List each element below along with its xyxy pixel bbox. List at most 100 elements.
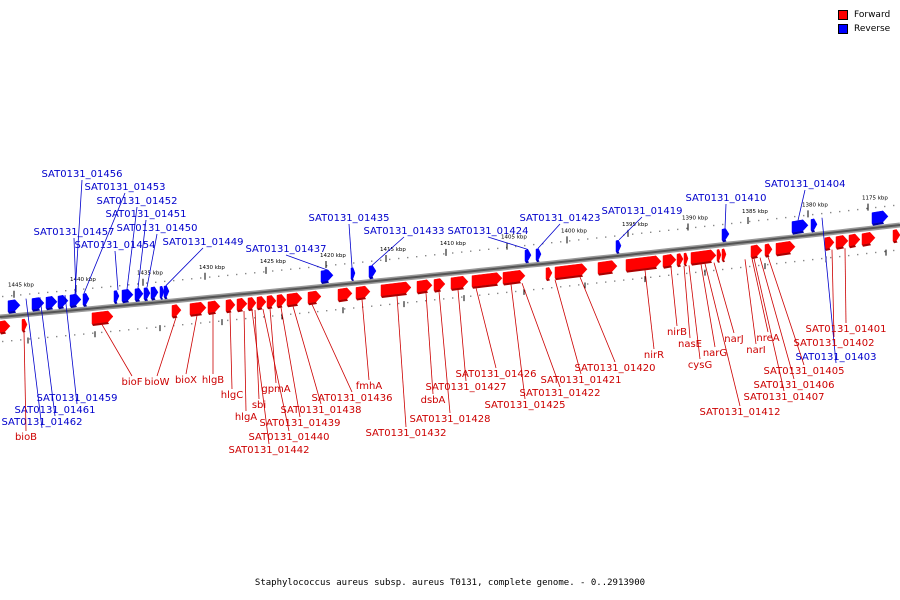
leader-line xyxy=(438,291,451,414)
legend-reverse-label: Reverse xyxy=(854,24,891,34)
leader-line xyxy=(262,309,290,432)
guide-dot xyxy=(713,269,715,272)
reverse-gene xyxy=(113,290,120,303)
guide-dot xyxy=(794,260,796,263)
guide-dot xyxy=(380,304,382,306)
leader-line xyxy=(292,306,322,405)
guide-dot xyxy=(200,322,202,324)
guide-dot xyxy=(191,323,193,325)
scale-tick-label: 1420 kbp xyxy=(320,253,346,259)
guide-dot xyxy=(758,264,760,267)
guide-dot xyxy=(227,319,229,322)
leader-line xyxy=(683,265,691,339)
leader-line xyxy=(285,254,328,271)
leader-line xyxy=(751,258,769,333)
scale-tick-label: 1425 kbp xyxy=(260,259,286,265)
forward-gene xyxy=(225,299,236,312)
leader-line xyxy=(744,259,757,345)
forward-gene-shade xyxy=(22,330,26,333)
guide-dot xyxy=(605,236,607,238)
leader-line xyxy=(39,297,56,417)
guide-dot xyxy=(335,309,337,311)
gene-label: bioX xyxy=(175,375,197,386)
guide-dot xyxy=(236,273,238,276)
guide-dot xyxy=(128,284,130,286)
guide-dot xyxy=(695,226,697,229)
gene-label: nirR xyxy=(644,350,664,361)
guide-dot xyxy=(461,251,463,253)
forward-gene-shade xyxy=(849,245,856,249)
gene-label: SAT0131_01419 xyxy=(602,206,683,217)
guide-dot xyxy=(839,210,841,213)
leader-line xyxy=(844,248,847,324)
guide-dot xyxy=(785,216,787,219)
gene-label: SAT0131_01420 xyxy=(575,363,656,374)
forward-gene-shade xyxy=(717,260,720,263)
guide-dot xyxy=(560,286,562,288)
guide-dot xyxy=(632,233,634,235)
leader-line xyxy=(425,292,434,395)
reverse-gene-shade xyxy=(144,298,148,302)
gene-label: narJ xyxy=(724,334,744,345)
guide-dot xyxy=(515,245,517,248)
gene-label: SAT0131_01440 xyxy=(249,432,330,443)
guide-dot xyxy=(614,235,616,237)
scale-tick-label: 1410 kbp xyxy=(440,241,466,247)
forward-gene-shade xyxy=(677,264,681,268)
gene-label: SAT0131_01405 xyxy=(764,366,845,377)
guide-dot xyxy=(218,320,220,322)
forward-gene xyxy=(721,248,727,261)
forward-gene-shade xyxy=(751,255,758,260)
reverse-gene xyxy=(159,285,165,298)
gene-label: SAT0131_01452 xyxy=(97,196,178,207)
guide-dot xyxy=(407,301,409,304)
forward-gene-shade xyxy=(237,309,243,313)
guide-dot xyxy=(803,259,805,262)
guide-dot xyxy=(767,263,769,266)
gene-label: SAT0131_01439 xyxy=(260,418,341,429)
scale-tick-label: 1405 kbp xyxy=(501,235,527,241)
reverse-gene-shade xyxy=(536,259,540,263)
guide-dot xyxy=(119,285,121,287)
guide-dot xyxy=(65,335,67,337)
reverse-gene xyxy=(163,285,170,298)
forward-gene-shade xyxy=(0,331,6,335)
guide-dot xyxy=(245,317,247,320)
gene-label: narI xyxy=(746,345,766,356)
leader-line xyxy=(704,263,741,407)
forward-gene-shade xyxy=(626,266,657,273)
gene-label: bioW xyxy=(144,377,169,388)
gene-label: gpmA xyxy=(261,384,290,395)
guide-dot xyxy=(119,330,121,332)
forward-gene xyxy=(597,260,618,274)
guide-dot xyxy=(677,273,679,276)
reverse-gene-shade xyxy=(70,305,77,309)
guide-dot xyxy=(884,205,886,208)
leader-line xyxy=(311,304,353,393)
guide-dot xyxy=(740,266,742,269)
gene-label: SAT0131_01435 xyxy=(309,213,390,224)
forward-gene-shade xyxy=(546,278,550,282)
guide-dot xyxy=(218,275,220,277)
guide-dot xyxy=(353,307,355,309)
guide-dot xyxy=(236,318,238,321)
guide-dot xyxy=(326,310,328,312)
reverse-gene-shade xyxy=(792,230,804,235)
reverse-gene-shade xyxy=(114,301,118,304)
guide-dot xyxy=(443,253,445,255)
gene-label: SAT0131_01459 xyxy=(37,393,118,404)
forward-gene-shade xyxy=(776,252,791,257)
guide-dot xyxy=(281,269,283,271)
forward-gene xyxy=(545,267,553,280)
forward-gene-shade xyxy=(684,264,687,267)
gene-label: SAT0131_01432 xyxy=(366,428,447,439)
forward-gene-shade xyxy=(190,313,202,317)
scale-tick-label: 1175 kbp xyxy=(862,196,888,202)
guide-dot xyxy=(92,332,94,334)
gene-label: SAT0131_01421 xyxy=(541,375,622,386)
guide-dot xyxy=(371,260,373,262)
guide-dot xyxy=(146,327,148,329)
guide-dot xyxy=(101,286,103,289)
leader-line xyxy=(185,315,198,375)
